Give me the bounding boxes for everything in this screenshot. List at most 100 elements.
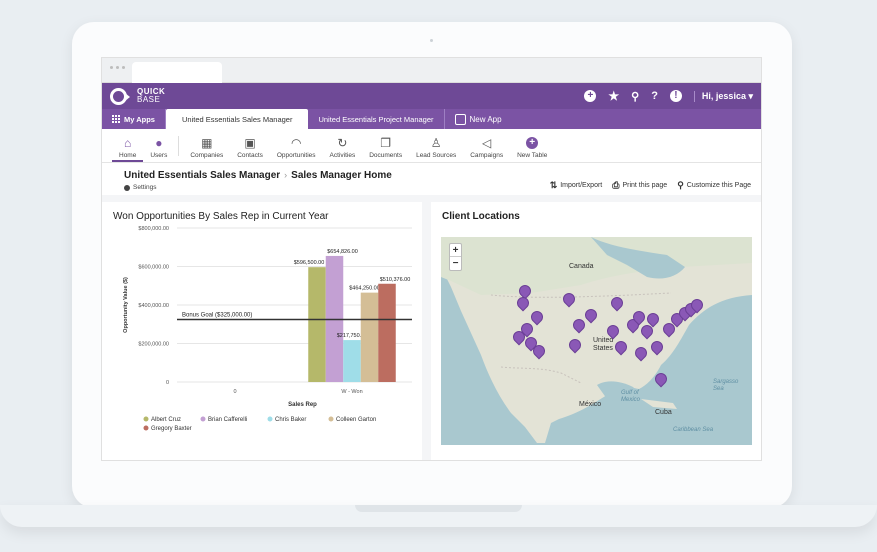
legend-swatch xyxy=(328,416,334,422)
bar-chart[interactable]: 0 $200,000.00 $400,000.00 $600,000.00 $800,0… xyxy=(102,222,422,461)
cube-icon xyxy=(454,113,466,125)
nav-opportunities[interactable]: ◠ Opportunities xyxy=(276,136,316,159)
megaphone-icon: ◁ xyxy=(482,136,492,150)
app-header: QUICK BASE + ★ ⚲ ? ! Hi, jessica ▾ xyxy=(102,83,761,109)
search-icon[interactable]: ⚲ xyxy=(631,90,640,103)
legend-swatch xyxy=(143,425,149,431)
map-label-sargasso: Sargasso Sea xyxy=(713,379,739,392)
breadcrumb-app[interactable]: United Essentials Sales Manager xyxy=(124,170,281,181)
bar xyxy=(343,340,361,382)
map-label-caribbean: Caribbean Sea xyxy=(673,427,714,433)
nav-companies[interactable]: ▦ Companies xyxy=(190,136,224,159)
legend-entry: Gregory Baxter xyxy=(151,426,192,432)
legend-entry: Brian Cafferelli xyxy=(208,417,247,423)
import-export-icon: ⇅ xyxy=(549,180,558,190)
bar xyxy=(308,267,326,382)
plus-circle-icon[interactable]: + xyxy=(584,90,597,102)
import-export-button[interactable]: ⇅ Import/Export xyxy=(549,180,603,190)
nav-documents[interactable]: ❐ Documents xyxy=(369,136,403,159)
legend-entry: Chris Baker xyxy=(275,417,306,423)
window-controls[interactable] xyxy=(110,66,125,69)
zoom-out-button[interactable]: − xyxy=(452,258,459,269)
tab-project-manager[interactable]: United Essentials Project Manager xyxy=(308,109,445,129)
tab-sales-manager[interactable]: United Essentials Sales Manager xyxy=(165,109,309,129)
map-label-gulf: Gulf of Mexico xyxy=(621,390,641,403)
logo-text: QUICK BASE xyxy=(137,87,166,104)
legend-swatch xyxy=(143,416,149,422)
app-tabs: My Apps United Essentials Sales Manager … xyxy=(102,109,761,129)
user-menu[interactable]: Hi, jessica ▾ xyxy=(693,90,753,102)
nav-lead-sources[interactable]: ♙ Lead Sources xyxy=(416,136,457,159)
print-button[interactable]: ⎙ Print this page xyxy=(612,180,668,190)
map-label-mexico: México xyxy=(579,401,602,408)
bonus-goal-label: Bonus Goal ($325,000.00) xyxy=(182,312,252,318)
data-label: $217,750.00 xyxy=(337,333,368,339)
breadcrumb-separator: › xyxy=(284,170,288,180)
star-icon[interactable]: ★ xyxy=(608,89,620,103)
nav-home[interactable]: ⌂ Home xyxy=(112,129,144,162)
contact-card-icon: ▣ xyxy=(244,136,256,150)
logo-icon xyxy=(110,87,130,105)
table-nav: ⌂ Home ● Users ▦ Companies ▣ Contacts ◠ Oppor… xyxy=(102,129,761,163)
data-label: $654,826.00 xyxy=(327,249,358,255)
customize-button[interactable]: ⚲ Customize this Page xyxy=(677,180,751,190)
gulf-of-mexico xyxy=(597,381,639,401)
x-tick-label: 0 xyxy=(233,389,236,395)
browser-bar xyxy=(102,58,761,83)
chart-panel: Won Opportunities By Sales Rep in Curren… xyxy=(102,202,422,461)
page-title: Sales Manager Home xyxy=(291,170,392,181)
data-label: $596,500.00 xyxy=(294,260,325,266)
nav-campaigns[interactable]: ◁ Campaigns xyxy=(470,136,504,159)
map-label-canada: Canada xyxy=(569,263,594,270)
hudson-bay xyxy=(591,237,685,279)
zoom-in-button[interactable]: + xyxy=(450,244,461,257)
webcam xyxy=(430,39,433,42)
breadcrumb: United Essentials Sales Manager › Sales Ma… xyxy=(124,170,392,181)
alert-icon[interactable]: ! xyxy=(669,90,682,102)
nav-contacts[interactable]: ▣ Contacts xyxy=(237,136,263,159)
lead-icon: ♙ xyxy=(430,136,442,150)
legend-entry: Colleen Garton xyxy=(336,417,376,423)
client-map[interactable]: + − Canada United States México Cuba Gulf… xyxy=(441,237,752,445)
tab-my-apps[interactable]: My Apps xyxy=(102,109,166,129)
quickbase-logo[interactable]: QUICK BASE xyxy=(110,87,166,105)
bar xyxy=(360,292,379,382)
laptop-notch xyxy=(355,505,522,512)
laptop-screen: QUICK BASE + ★ ⚲ ? ! Hi, jessica ▾ My App… xyxy=(101,57,762,461)
nav-new-table[interactable]: + New Table xyxy=(517,137,548,159)
canada-region xyxy=(441,237,752,295)
y-tick-label: $200,000.00 xyxy=(138,342,169,348)
map-label-united-states: United States xyxy=(593,337,614,352)
user-icon: ● xyxy=(155,136,163,150)
gear-icon xyxy=(124,184,130,191)
plus-circle-icon: + xyxy=(526,137,539,149)
nav-activities[interactable]: ↻ Activities xyxy=(329,136,356,159)
printer-icon: ⎙ xyxy=(612,180,620,190)
page-actions: ⇅ Import/Export ⎙ Print this page ⚲ Customi… xyxy=(550,176,751,195)
legend-entry: Albert Cruz xyxy=(151,417,181,423)
chart-panel-title: Won Opportunities By Sales Rep in Curren… xyxy=(113,211,329,222)
nav-users[interactable]: ● Users xyxy=(150,136,168,159)
page-heading: United Essentials Sales Manager › Sales Ma… xyxy=(102,163,761,195)
header-actions: + ★ ⚲ ? ! Hi, jessica ▾ xyxy=(584,89,753,103)
cuba-island xyxy=(641,399,677,409)
tab-new-app[interactable]: New App xyxy=(445,109,512,129)
legend-swatch xyxy=(267,416,273,422)
help-icon[interactable]: ? xyxy=(651,90,658,102)
nav-divider xyxy=(178,136,180,156)
settings-link[interactable]: Settings xyxy=(124,184,392,191)
documents-icon: ❐ xyxy=(380,136,392,150)
data-label: $464,250.00 xyxy=(349,286,380,292)
us-mexico-border xyxy=(500,366,582,384)
data-label: $510,376.00 xyxy=(380,277,411,283)
house-icon: ⌂ xyxy=(124,136,132,150)
y-tick-label: $800,000.00 xyxy=(138,226,169,232)
map-label-cuba: Cuba xyxy=(655,409,672,416)
chevron-down-icon: ▾ xyxy=(748,90,753,101)
refresh-icon: ↻ xyxy=(337,136,348,150)
browser-tab[interactable] xyxy=(132,62,222,83)
map-panel-title: Client Locations xyxy=(442,211,520,222)
y-tick-label: $400,000.00 xyxy=(138,303,169,309)
y-tick-label: $600,000.00 xyxy=(138,265,169,271)
laptop-base xyxy=(0,505,877,527)
